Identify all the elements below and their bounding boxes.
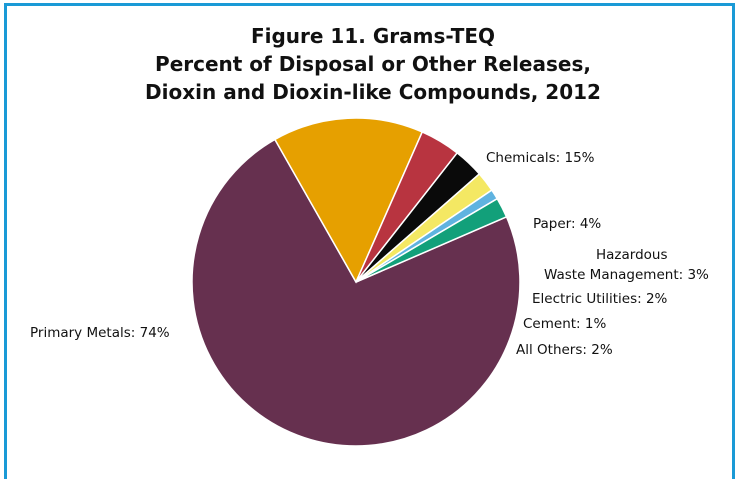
slice-label-all-others: All Others: 2% bbox=[516, 342, 613, 358]
slice-label-paper: Paper: 4% bbox=[533, 216, 601, 232]
chart-title-line-1: Figure 11. Grams-TEQ bbox=[250, 24, 496, 48]
slice-label-hazardous-line-2: Waste Management: 3% bbox=[544, 267, 709, 283]
pie-slices bbox=[191, 117, 521, 447]
chart-title-line-3: Dioxin and Dioxin-like Compounds, 2012 bbox=[145, 80, 601, 104]
pie-labels: Primary Metals: 74% Chemicals: 15% Paper… bbox=[30, 150, 709, 358]
pie-slice-all-others bbox=[355, 197, 508, 283]
slice-label-hazardous-line-1: Hazardous bbox=[596, 247, 668, 263]
slice-label-primary-metals: Primary Metals: 74% bbox=[30, 325, 170, 341]
chart-title-line-2: Percent of Disposal or Other Releases, bbox=[155, 52, 591, 76]
slice-label-cement: Cement: 1% bbox=[523, 316, 606, 332]
slice-label-electric-utilities: Electric Utilities: 2% bbox=[532, 291, 668, 307]
pie-slice-primary-metals bbox=[191, 138, 521, 447]
chart-title: Figure 11. Grams-TEQ Percent of Disposal… bbox=[0, 22, 746, 106]
pie-slice-chemicals bbox=[273, 117, 424, 284]
slice-label-chemicals: Chemicals: 15% bbox=[486, 150, 595, 166]
